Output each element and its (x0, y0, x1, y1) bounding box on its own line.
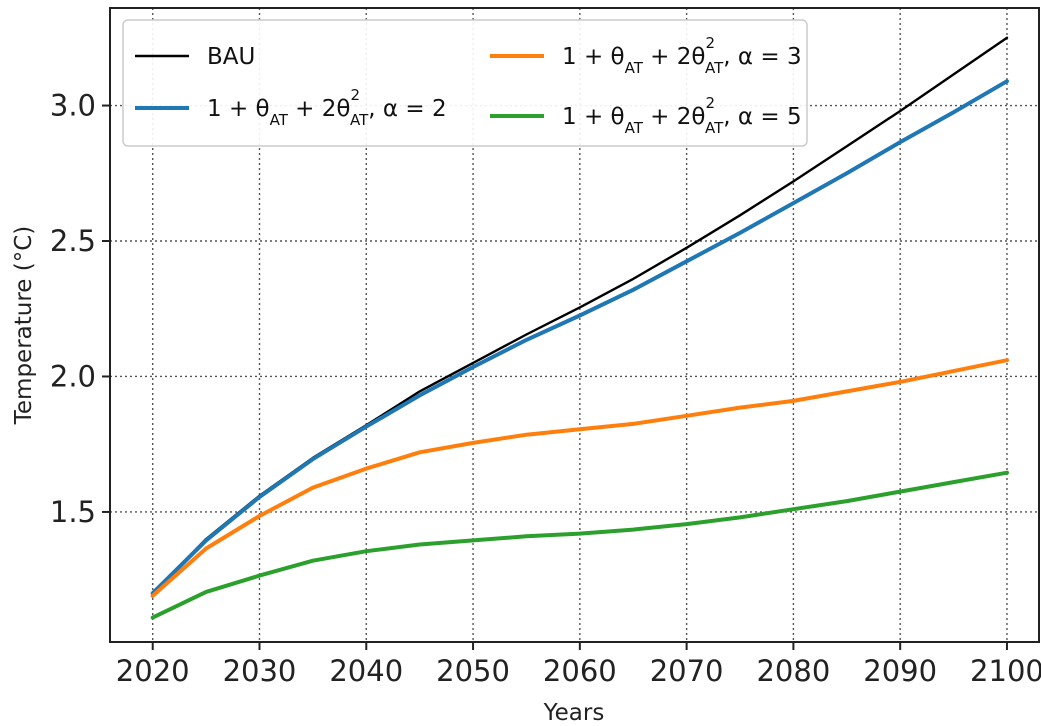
y-tick-label: 2.5 (50, 224, 96, 258)
legend: BAU 1 + θAT + 2θ2 AT, α = 2 1 + θAT + 2θ2 AT… (122, 19, 808, 147)
y-tick-label: 1.5 (50, 495, 96, 529)
x-tick-label: 2080 (756, 654, 830, 688)
series-lines (150, 36, 1009, 620)
y-axis-label: Temperature (°C) (11, 226, 37, 426)
x-tick-label: 2070 (650, 654, 724, 688)
series-line-3 (150, 470, 1009, 620)
x-tick-label: 2050 (436, 654, 510, 688)
x-tick-label: 2060 (543, 654, 617, 688)
x-tick-label: 2040 (329, 654, 403, 688)
y-tick-label: 2.0 (50, 359, 96, 393)
legend-box (122, 19, 808, 147)
legend-label-1: 1 + θAT + 2θ2 AT, α = 2 (207, 86, 447, 129)
x-tick-label: 2030 (223, 654, 297, 688)
series-line-2 (150, 358, 1009, 598)
x-tick-label: 2090 (863, 654, 937, 688)
plot-frame (109, 7, 1040, 643)
x-axis-label: Years (543, 700, 605, 726)
y-tick-label: 3.0 (50, 89, 96, 123)
series-line-1 (150, 79, 1009, 596)
x-tick-label: 2100 (970, 654, 1041, 688)
legend-label-0: BAU (207, 44, 255, 70)
axis-ticks: 2020 2030 2040 2050 2060 2070 2080 2090 2100 1.5 2… (50, 89, 1041, 688)
x-tick-label: 2020 (116, 654, 190, 688)
legend-label-2: 1 + θAT + 2θ2 AT, α = 3 (562, 34, 802, 77)
legend-label-3: 1 + θAT + 2θ2 AT, α = 5 (562, 94, 802, 137)
